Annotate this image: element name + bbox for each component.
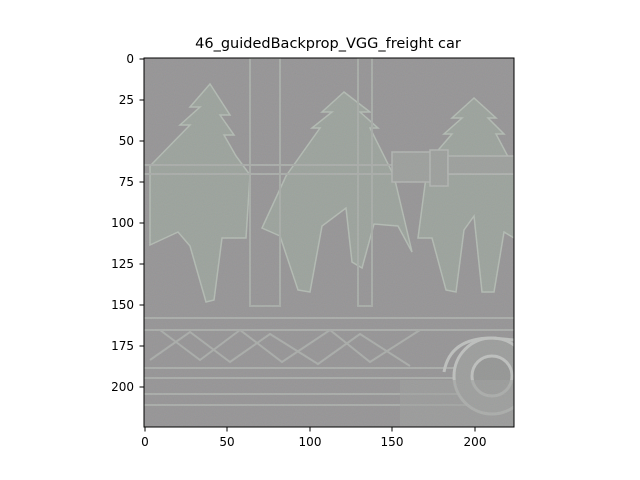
y-tick: 175 — [111, 339, 144, 353]
y-tick-label: 175 — [111, 339, 134, 353]
x-tick: 50 — [219, 427, 235, 449]
y-tick-label: 75 — [119, 175, 134, 189]
y-tick-label: 100 — [111, 216, 134, 230]
x-axis: 0 50 100 150 200 — [141, 427, 486, 449]
y-tick-label: 50 — [119, 134, 134, 148]
axes-frame — [143, 57, 515, 428]
y-tick-label: 200 — [111, 380, 134, 394]
y-tick: 100 — [111, 216, 144, 230]
x-tick: 200 — [464, 427, 487, 449]
y-tick: 50 — [119, 134, 144, 148]
y-tick: 150 — [111, 298, 144, 312]
y-tick: 75 — [119, 175, 144, 189]
x-tick-label: 50 — [219, 435, 234, 449]
y-tick-label: 125 — [111, 257, 134, 271]
y-tick-label: 0 — [126, 52, 134, 66]
saliency-image — [144, 58, 514, 427]
y-tick: 25 — [119, 93, 144, 107]
y-tick-label: 150 — [111, 298, 134, 312]
x-tick: 150 — [381, 427, 404, 449]
y-tick: 0 — [126, 52, 144, 66]
x-tick: 0 — [141, 427, 149, 449]
y-tick: 125 — [111, 257, 144, 271]
x-tick-label: 0 — [141, 435, 149, 449]
x-tick-label: 200 — [464, 435, 487, 449]
y-tick-label: 25 — [119, 93, 134, 107]
y-axis: 0 25 50 75 100 125 150 175 — [111, 52, 144, 394]
x-tick-label: 100 — [299, 435, 322, 449]
noise-overlay — [144, 58, 514, 427]
y-tick: 200 — [111, 380, 144, 394]
x-tick: 100 — [299, 427, 322, 449]
x-tick-label: 150 — [381, 435, 404, 449]
plot-title: 46_guidedBackprop_VGG_freight car — [195, 36, 461, 52]
